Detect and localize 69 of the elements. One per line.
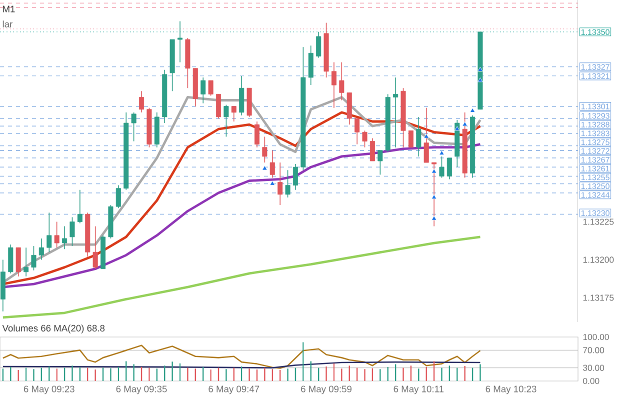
candlestick [62, 226, 68, 250]
candlestick [262, 136, 268, 163]
x-tick-label: 6 May 09:23 [24, 386, 74, 394]
candlestick [77, 189, 82, 224]
ref-line-label: 1.13301 [581, 104, 610, 110]
x-tick-label: 6 May 09:47 [208, 386, 260, 394]
ref-line-label: 1.13255 [581, 174, 610, 180]
candlestick [278, 162, 283, 206]
candlestick [216, 94, 222, 119]
y-tick-label: 100.00 [583, 334, 609, 340]
ref-line-label: 1.13261 [581, 166, 610, 172]
candlestick [92, 226, 98, 270]
candlestick [432, 162, 437, 227]
text: lar [2, 20, 12, 28]
ref-line-label: 1.13288 [581, 122, 610, 128]
ref-line-label: 1.13267 [581, 156, 610, 163]
ref-line-label: 1.13321 [581, 73, 610, 79]
candlestick [339, 62, 344, 101]
ref-line-label: 1.13250 [581, 183, 610, 190]
candlestick [393, 77, 398, 148]
candlestick [116, 184, 121, 208]
y-tick-label: 1.13200 [583, 256, 614, 263]
candlestick [200, 77, 206, 104]
candlestick [362, 130, 368, 148]
candlestick [38, 238, 44, 260]
candlestick [224, 104, 229, 138]
candlestick [231, 106, 236, 122]
ref-line-label: 1.13230 [581, 210, 610, 216]
candlestick [178, 20, 183, 63]
x-tick-label: 6 May 10:11 [394, 386, 444, 394]
y-tick-label: 70.00 [583, 347, 604, 354]
candlestick [285, 170, 290, 198]
ref-line-label: 1.13350 [581, 29, 610, 35]
ref-line-label: 1.13283 [581, 130, 610, 136]
candlestick [370, 138, 375, 162]
candlestick [54, 221, 60, 248]
chart-title: M1 [3, 6, 15, 12]
candlestick [408, 130, 414, 148]
candlestick [446, 158, 452, 180]
candlestick [254, 121, 260, 148]
candlestick [70, 216, 75, 246]
x-tick-label: 6 May 09:59 [301, 386, 352, 394]
candlestick [131, 112, 136, 142]
ref-line-label: 1.13293 [581, 112, 610, 119]
candlestick [416, 116, 422, 157]
candlestick [208, 80, 214, 96]
candlestick [31, 246, 36, 271]
chart-title: Volumes 66 MA(20) 68.8 [2, 324, 105, 334]
candlestick [139, 90, 144, 113]
candlestick [292, 164, 298, 190]
candlestick [46, 212, 52, 253]
ref-line-label: 1.13275 [581, 139, 610, 146]
candlestick [439, 156, 444, 178]
candlestick [331, 62, 336, 108]
candlestick [270, 150, 275, 178]
ref-line-label: 1.13272 [581, 148, 610, 154]
y-tick-label: 0.00 [583, 378, 600, 384]
candlestick [424, 107, 429, 163]
candlestick [24, 247, 29, 277]
x-tick-label: 6 May 09:35 [116, 386, 167, 394]
y-tick-label: 1.13225 [583, 218, 614, 225]
y-tick-label: 1.13175 [583, 294, 614, 301]
x-tick-label: 6 May 10:23 [486, 386, 536, 394]
ref-line-label: 1.13244 [581, 192, 610, 198]
candlestick [354, 118, 360, 145]
y-tick-label: 30.00 [583, 364, 604, 371]
ref-line-label: 1.13327 [581, 64, 610, 70]
candlestick [378, 150, 383, 176]
candlestick [316, 31, 322, 58]
